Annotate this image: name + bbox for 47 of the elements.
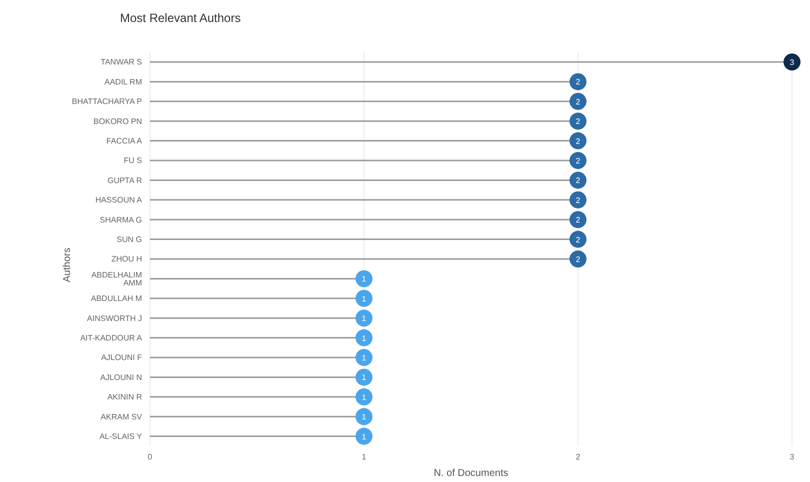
y-tick-label: ABDULLAH M: [90, 294, 142, 304]
data-label: 1: [362, 432, 367, 442]
data-label: 1: [362, 314, 367, 324]
data-label: 2: [576, 255, 581, 264]
y-tick-label: AKRAM SV: [100, 412, 143, 422]
x-tick-label: 0: [148, 452, 153, 462]
data-label: 2: [576, 196, 581, 205]
y-tick-label: SUN G: [116, 234, 142, 244]
y-tick-label: TANWAR S: [100, 58, 142, 67]
y-axis-title: Authors: [62, 248, 73, 282]
x-tick-label: 3: [790, 452, 795, 462]
data-label: 1: [362, 274, 367, 284]
x-tick-label: 2: [576, 452, 581, 462]
y-tick-label: ABDELHALIM AMM: [91, 270, 142, 288]
data-label: 1: [362, 334, 367, 343]
y-tick-label: ZHOU H: [111, 254, 142, 264]
data-label: 2: [576, 97, 581, 106]
y-tick-label: AKININ R: [107, 392, 142, 402]
data-label: 2: [576, 235, 581, 244]
y-tick-label: FU S: [124, 156, 142, 166]
y-tick-label: GUPTA R: [107, 176, 142, 185]
data-label: 2: [576, 136, 581, 146]
data-label: 2: [576, 156, 581, 166]
y-tick-label: AADIL RM: [104, 77, 142, 86]
data-label: 3: [790, 58, 795, 67]
data-label: 2: [576, 216, 581, 225]
data-label: 2: [576, 117, 581, 126]
data-label: 2: [576, 176, 581, 186]
y-tick-label: AINSWORTH J: [87, 314, 142, 323]
data-label: 1: [362, 392, 367, 402]
y-tick-label: BHATTACHARYA P: [72, 97, 142, 106]
data-label: 1: [362, 294, 367, 304]
y-tick-label: SHARMA G: [100, 215, 142, 224]
y-tick-label: AJLOUNI F: [101, 353, 142, 362]
chart-title: Most Relevant Authors: [120, 11, 241, 25]
data-label: 1: [362, 354, 367, 362]
data-label: 1: [362, 412, 367, 422]
y-tick-label: AJLOUNI N: [100, 372, 142, 382]
data-label: 1: [362, 373, 367, 382]
data-label: 2: [576, 78, 581, 87]
y-tick-label: HASSOUN A: [95, 196, 143, 205]
y-tick-label: BOKORO PN: [94, 116, 142, 126]
x-tick-label: 1: [362, 452, 367, 462]
x-axis-title: N. of Documents: [434, 468, 508, 479]
y-tick-label: AIT-KADDOUR A: [80, 333, 143, 342]
y-tick-label: FACCIA A: [106, 136, 143, 146]
y-tick-label: AL-SLAIS Y: [99, 432, 143, 441]
